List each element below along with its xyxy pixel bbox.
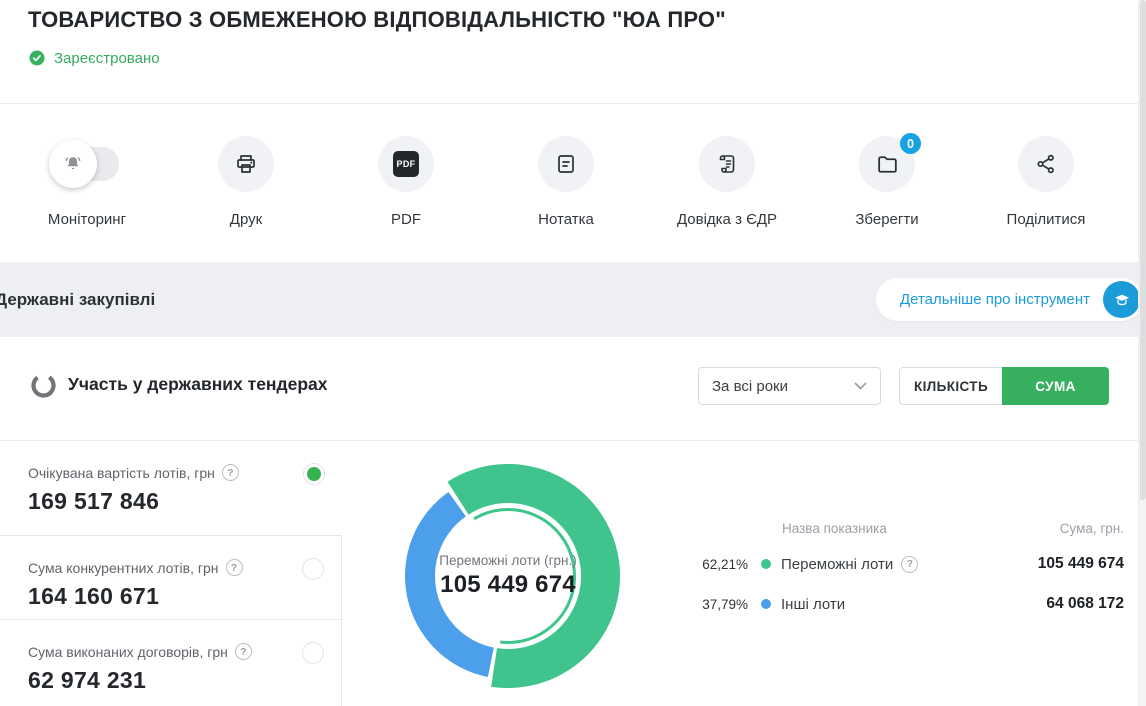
section-title: Державні закупівлі [0, 289, 156, 309]
scrollbar-thumb[interactable] [1140, 0, 1146, 500]
legend-value: 64 068 172 [1046, 595, 1124, 612]
legend-col-sum: Сума, грн. [1059, 521, 1124, 536]
chevron-down-icon [854, 382, 867, 391]
toolbar-item-label: Поділитися [1006, 211, 1086, 228]
legend-value: 105 449 674 [1037, 555, 1124, 572]
monitoring-toggle[interactable] [49, 140, 119, 188]
folder-icon: 0 [859, 133, 921, 192]
sum-mode-button[interactable]: СУМА [1002, 367, 1109, 405]
pdf-file-icon: PDF [378, 136, 434, 192]
period-filter-value: За всі роки [712, 377, 788, 395]
donut-chart-icon [30, 372, 57, 399]
save-count-badge: 0 [900, 133, 921, 154]
toolbar-item-print[interactable]: Друк [161, 136, 331, 228]
toolbar-item-label: Друк [229, 211, 263, 228]
scroll-icon [699, 136, 755, 192]
tenders-title: Участь у державних тендерах [68, 374, 328, 394]
tool-details-button[interactable]: Детальніше про інструмент [875, 278, 1143, 321]
mode-toggle-group: КІЛЬКІСТЬ СУМА [899, 367, 1109, 405]
donut-slice-1[interactable] [405, 491, 494, 678]
header-separator [0, 103, 1138, 104]
period-filter-dropdown[interactable]: За всі роки [698, 367, 881, 405]
legend-name: Переможні лоти [781, 555, 894, 573]
company-title: ТОВАРИСТВО З ОБМЕЖЕНОЮ ВІДПОВІДАЛЬНІСТЮ … [28, 7, 726, 32]
stat-radio-selected[interactable] [303, 463, 325, 485]
stat-value: 169 517 846 [28, 488, 160, 514]
donut-slice-0[interactable] [447, 463, 621, 688]
stat-executed-contracts-sum[interactable]: Сума виконаних договорів, грн ? 62 974 2… [0, 620, 342, 706]
toolbar-item-note[interactable]: Нотатка [481, 136, 651, 228]
toolbar-item-label: Моніторинг [47, 211, 127, 228]
legend-row-other-lots[interactable]: 37,79% Інші лоти 64 068 172 [700, 595, 1124, 613]
status-label: Зареєстровано [54, 49, 160, 67]
check-circle-icon [28, 49, 46, 67]
donut-chart[interactable]: Переможні лоти (грн.) 105 449 674 [388, 456, 628, 696]
toolbar-item-save[interactable]: 0 Зберегти [802, 133, 972, 228]
status-badge: Зареєстровано [28, 49, 160, 67]
count-mode-button[interactable]: КІЛЬКІСТЬ [899, 367, 1002, 405]
section-band-procurement: Державні закупівлі Детальніше про інстру… [0, 262, 1146, 337]
toolbar-item-label: PDF [391, 211, 421, 228]
toolbar-item-pdf[interactable]: PDF PDF [321, 136, 491, 228]
help-icon[interactable]: ? [225, 559, 243, 576]
legend-row-winning-lots[interactable]: 62,21% Переможні лоти ? 105 449 674 [700, 555, 1124, 573]
printer-icon [218, 136, 274, 192]
legend-dot-blue [761, 599, 771, 609]
note-icon [538, 136, 594, 192]
toolbar-item-share[interactable]: Поділитися [961, 136, 1131, 228]
bell-icon [49, 140, 97, 188]
stat-competitive-lots-sum[interactable]: Сума конкурентних лотів, грн ? 164 160 6… [0, 536, 342, 620]
legend-dot-green [761, 559, 771, 569]
toolbar-item-label: Довідка з ЄДР [676, 211, 778, 228]
toolbar-item-label: Нотатка [538, 211, 594, 228]
stat-radio[interactable] [302, 642, 324, 664]
legend-col-name: Назва показника [782, 521, 887, 536]
vertical-scrollbar[interactable] [1138, 0, 1146, 706]
legend-name: Інші лоти [781, 595, 846, 613]
graduation-cap-icon [1103, 281, 1140, 318]
stat-value: 62 974 231 [28, 667, 147, 693]
toolbar-item-monitoring[interactable]: Моніторинг [2, 136, 172, 228]
toolbar-item-label: Зберегти [855, 211, 919, 228]
stat-value: 164 160 671 [28, 583, 160, 609]
toolbar-item-edr[interactable]: Довідка з ЄДР [642, 136, 812, 228]
chart-legend-table: Назва показника Сума, грн. 62,21% Перемо… [700, 521, 1124, 635]
legend-percent: 37,79% [702, 596, 748, 612]
legend-percent: 62,21% [702, 556, 748, 572]
tool-details-label: Детальніше про інструмент [899, 291, 1090, 308]
help-icon[interactable]: ? [234, 643, 252, 660]
stat-label: Сума конкурентних лотів, грн [28, 559, 219, 576]
donut-selected-ring [473, 508, 576, 644]
stat-label: Очікувана вартість лотів, грн [28, 464, 215, 481]
help-icon[interactable]: ? [901, 555, 919, 573]
help-icon[interactable]: ? [221, 464, 239, 481]
share-icon [1018, 136, 1074, 192]
stat-label: Сума виконаних договорів, грн [28, 643, 228, 660]
section-divider [0, 440, 1138, 441]
stat-expected-lots-value[interactable]: Очікувана вартість лотів, грн ? 169 517 … [0, 441, 342, 536]
stat-radio[interactable] [302, 558, 324, 580]
